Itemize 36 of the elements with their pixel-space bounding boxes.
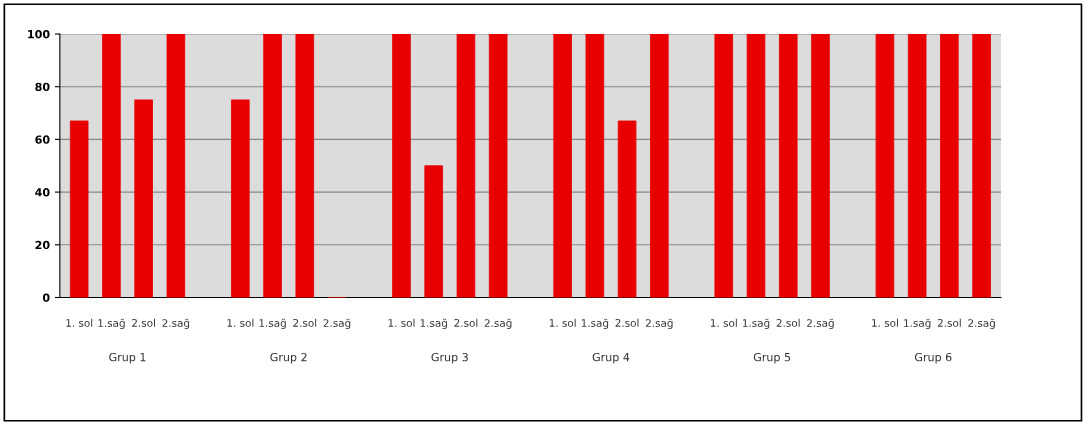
x-tick-label: 2.sol <box>615 318 639 327</box>
x-tick-label: 1. sol <box>66 318 93 327</box>
x-tick-label: 2.sağ <box>968 318 995 330</box>
x-tick-label: 2.sol <box>132 318 155 327</box>
x-tick-label: 1. sol <box>872 318 898 327</box>
x-tick-label: 1.sağ <box>581 318 609 330</box>
x-tick-label: 1.sağ <box>420 318 447 330</box>
x-tick-label: 2.sol <box>937 318 961 327</box>
y-tick-label: 40 <box>35 188 50 197</box>
x-tick-label: 1. sol <box>388 318 415 327</box>
x-tick-label: 1.sağ <box>98 318 125 330</box>
y-tick-label: 0 <box>42 293 50 302</box>
x-tick-label: 1.sağ <box>259 318 286 330</box>
x-tick-label: 1.sağ <box>742 318 770 330</box>
x-tick-label: 2.sol <box>293 318 317 327</box>
x-tick-label: 2.sağ <box>323 318 351 330</box>
text: Grup 4 <box>592 352 630 364</box>
x-tick-label: 1. sol <box>227 318 254 327</box>
x-tick-label: 2.sol <box>454 318 478 327</box>
text: Grup 6 <box>914 352 952 364</box>
x-tick-label: 2.sağ <box>162 318 190 330</box>
text: Grup 1 <box>109 352 146 364</box>
y-tick-label: 100 <box>28 29 50 39</box>
text: Grup 2 <box>270 352 307 364</box>
y-tick-label: 20 <box>35 240 50 250</box>
x-tick-label: 1. sol <box>710 318 737 327</box>
y-tick-label: 60 <box>35 135 50 144</box>
text: Grup 3 <box>431 352 468 364</box>
x-tick-label: 2.sağ <box>484 318 512 330</box>
x-tick-label: 2.sağ <box>807 318 834 330</box>
x-tick-label: 2.sağ <box>645 318 673 330</box>
x-tick-label: 1. sol <box>549 318 576 327</box>
x-tick-label: 2.sol <box>776 318 800 327</box>
y-tick-label: 80 <box>35 82 50 92</box>
text: Grup 5 <box>753 352 791 364</box>
x-tick-label: 1.sağ <box>904 318 931 330</box>
